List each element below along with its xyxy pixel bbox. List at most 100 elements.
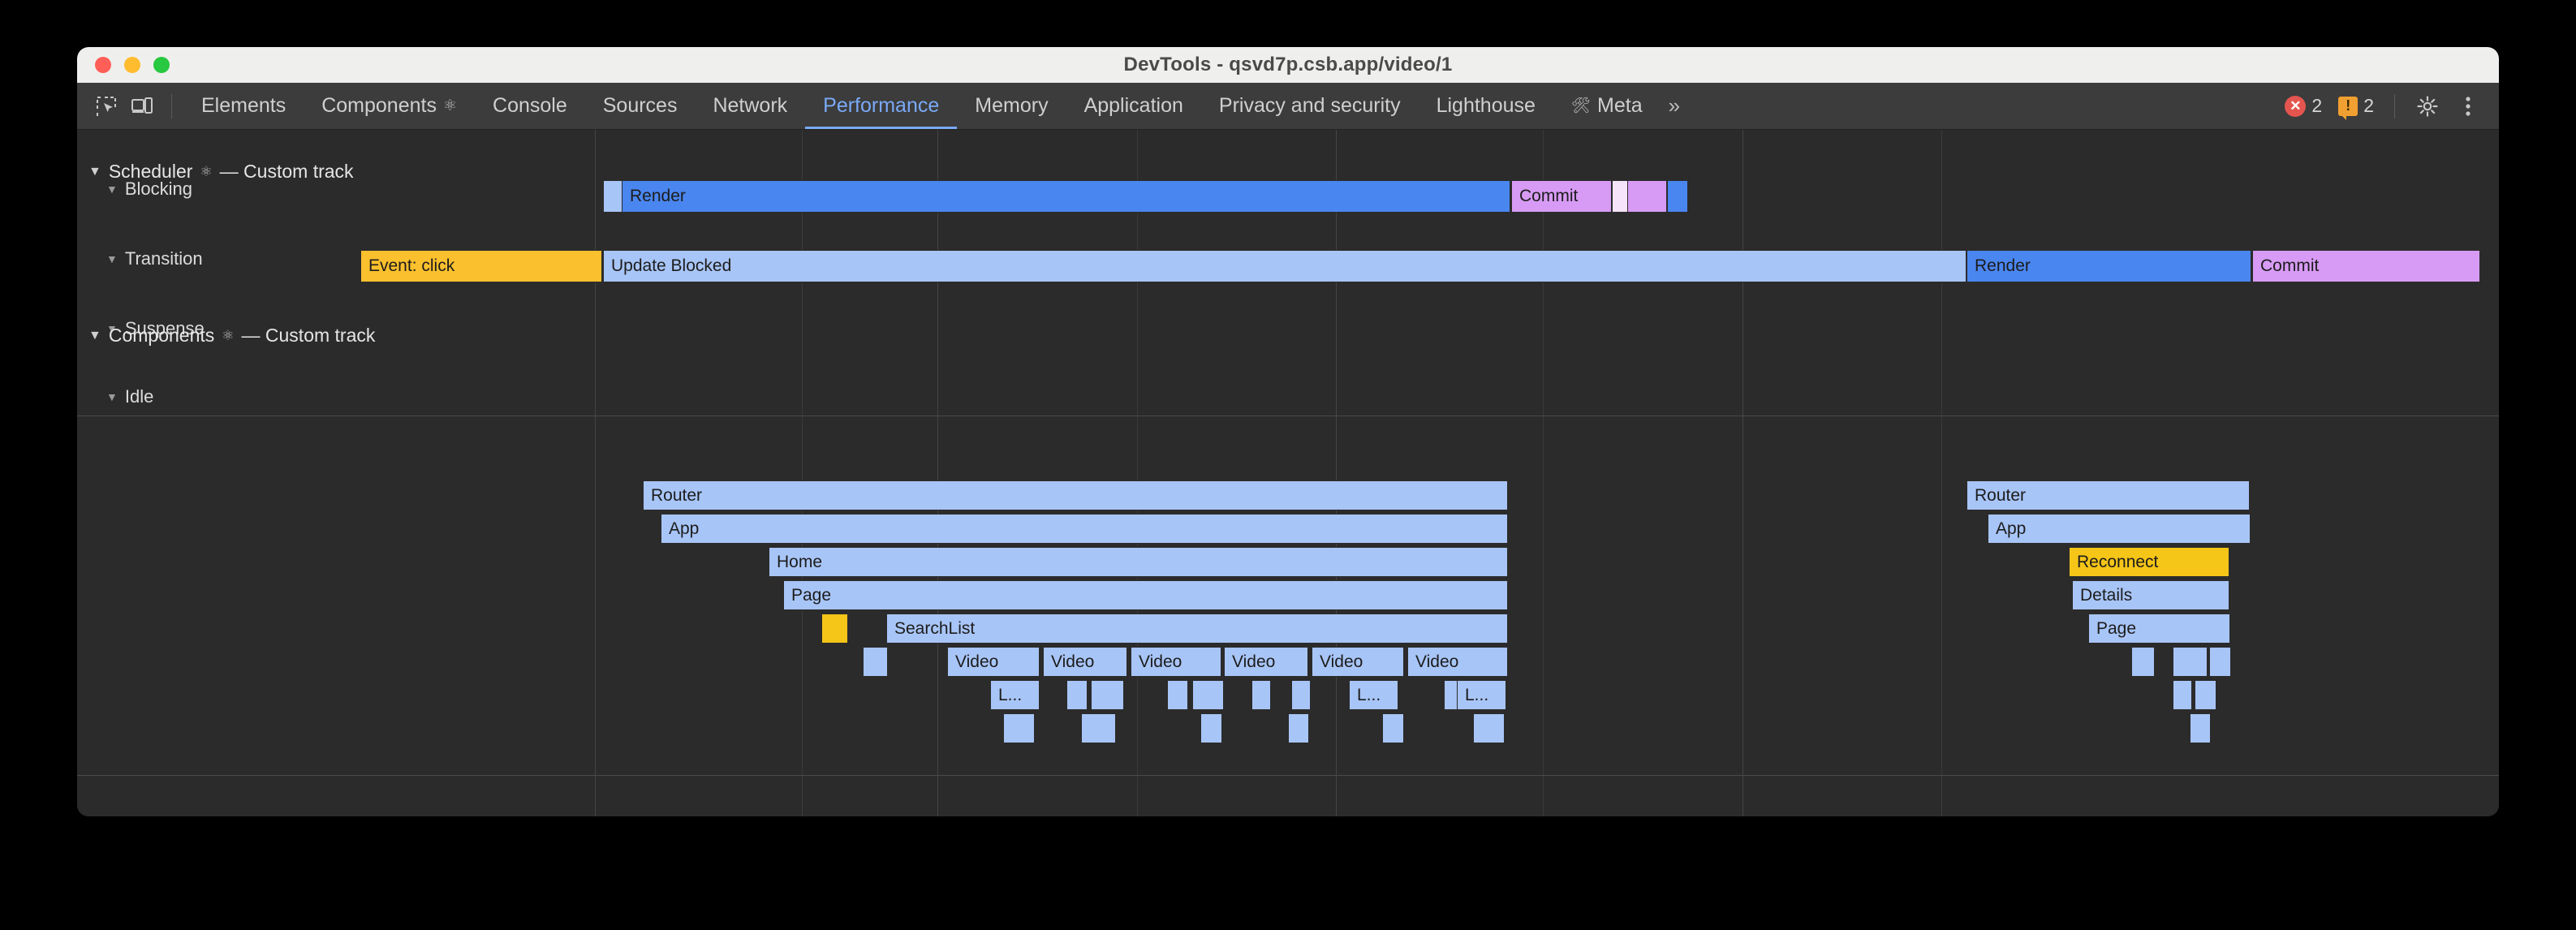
flame-bar-component[interactable]: Video xyxy=(1224,647,1308,677)
flame-bar-component[interactable] xyxy=(1192,680,1224,710)
flame-bar-component[interactable]: Video xyxy=(1043,647,1127,677)
flame-bar-component[interactable] xyxy=(1003,713,1035,743)
tab-label: Meta xyxy=(1597,94,1643,117)
flame-bar-component[interactable] xyxy=(821,614,848,644)
tab-components[interactable]: Components ⚛ xyxy=(304,83,475,129)
flame-bar-blocking[interactable]: Render xyxy=(622,180,1510,213)
group-subtitle: — Custom track xyxy=(219,161,354,182)
bar-label: Render xyxy=(630,187,686,205)
flame-bar-component[interactable]: Video xyxy=(947,647,1040,677)
tab-sources[interactable]: Sources xyxy=(585,83,696,129)
flame-bar-component[interactable]: App xyxy=(1988,514,2251,544)
flame-bar-component[interactable]: Details xyxy=(2072,580,2229,610)
flame-bar-component[interactable]: L... xyxy=(1349,680,1398,710)
flame-bar-component[interactable] xyxy=(1081,713,1116,743)
flame-bar-blocking[interactable]: Commit xyxy=(1511,180,1612,213)
tab-label: Application xyxy=(1083,94,1183,117)
flame-bar-component[interactable] xyxy=(2190,713,2211,743)
flame-bar-component[interactable] xyxy=(2195,680,2216,710)
tab-label: Memory xyxy=(975,94,1049,117)
track-label-transition[interactable]: ▼ Transition xyxy=(106,248,203,269)
flame-bar-blocking[interactable] xyxy=(1612,180,1628,213)
flame-bar-component[interactable] xyxy=(1473,713,1505,743)
warning-count-badge[interactable]: ! 2 xyxy=(2333,95,2380,120)
flame-bar-component[interactable] xyxy=(1251,680,1271,710)
track-label-blocking[interactable]: ▼ Blocking xyxy=(106,179,192,200)
flame-bar-blocking[interactable] xyxy=(1627,180,1667,213)
bar-label: App xyxy=(669,519,700,538)
flame-bar-component[interactable]: Router xyxy=(643,480,1508,510)
device-toolbar-icon[interactable] xyxy=(124,88,160,124)
flame-bar-component[interactable]: L... xyxy=(1457,680,1506,710)
tab-memory[interactable]: Memory xyxy=(957,83,1066,129)
react-atom-icon: ⚛ xyxy=(222,328,235,343)
gridline xyxy=(937,130,938,816)
tab-network[interactable]: Network xyxy=(695,83,805,129)
flame-bar-component[interactable]: Reconnect xyxy=(2069,547,2229,577)
toolbar-divider xyxy=(171,93,172,118)
tab-application[interactable]: Application xyxy=(1066,83,1201,129)
flame-bar-component[interactable] xyxy=(863,647,888,677)
flame-bar-component[interactable] xyxy=(1291,680,1311,710)
collapse-triangle-icon[interactable]: ▼ xyxy=(106,322,118,335)
bar-label: Page xyxy=(791,585,832,605)
minimize-button[interactable] xyxy=(124,57,140,73)
collapse-triangle-icon[interactable]: ▼ xyxy=(106,252,118,265)
flame-bar-component[interactable]: Page xyxy=(2088,614,2230,644)
flame-bar-component[interactable] xyxy=(1091,680,1124,710)
bar-label: L... xyxy=(998,685,1023,704)
collapse-triangle-icon[interactable]: ▼ xyxy=(88,328,101,342)
flame-bar-transition[interactable]: Commit xyxy=(2252,250,2480,282)
flame-bar-component[interactable] xyxy=(1382,713,1404,743)
flame-bar-component[interactable]: Home xyxy=(769,547,1508,577)
react-atom-icon: ⚛ xyxy=(200,164,213,179)
flame-bar-component[interactable]: Page xyxy=(783,580,1508,610)
more-tabs-icon[interactable]: » xyxy=(1668,93,1681,118)
inspect-element-icon[interactable] xyxy=(88,88,124,124)
track-label-text: Blocking xyxy=(124,179,193,199)
track-label-idle[interactable]: ▼ Idle xyxy=(106,386,153,407)
flame-bar-blocking[interactable] xyxy=(603,180,622,213)
flame-bar-component[interactable]: SearchList xyxy=(886,614,1508,644)
flame-bar-component[interactable] xyxy=(2173,647,2208,677)
flame-bar-component[interactable]: Video xyxy=(1312,647,1404,677)
flame-bar-component[interactable] xyxy=(2131,647,2155,677)
flame-bar-blocking[interactable] xyxy=(1667,180,1688,213)
group-header-scheduler[interactable]: ▼ Scheduler ⚛ — Custom track xyxy=(88,161,354,183)
track-label-suspense[interactable]: ▼ Suspense xyxy=(106,318,205,339)
bar-label: Update Blocked xyxy=(611,256,732,275)
flame-bar-component[interactable] xyxy=(1288,713,1309,743)
tab-console[interactable]: Console xyxy=(475,83,585,129)
error-count-badge[interactable]: ✕ 2 xyxy=(2279,95,2328,117)
gear-icon[interactable] xyxy=(2410,88,2445,124)
flame-bar-component[interactable]: App xyxy=(661,514,1508,544)
tab-label: Sources xyxy=(602,94,678,117)
flame-bar-transition[interactable]: Render xyxy=(1966,250,2251,282)
collapse-triangle-icon[interactable]: ▼ xyxy=(88,164,101,179)
tab-elements[interactable]: Elements xyxy=(183,83,304,129)
kebab-menu-icon[interactable] xyxy=(2450,88,2486,124)
flame-bar-component[interactable] xyxy=(1167,680,1188,710)
flame-bar-transition[interactable]: Event: click xyxy=(360,250,602,282)
tab-performance[interactable]: Performance xyxy=(805,83,958,129)
group-subtitle: — Custom track xyxy=(241,325,376,346)
close-button[interactable] xyxy=(95,57,111,73)
flame-bar-component[interactable]: Video xyxy=(1131,647,1221,677)
flame-bar-component[interactable]: Video xyxy=(1407,647,1508,677)
zoom-button[interactable] xyxy=(153,57,170,73)
flame-bar-component[interactable] xyxy=(1200,713,1222,743)
tab-meta[interactable]: 🛠 Meta xyxy=(1553,83,1661,129)
flame-bar-component[interactable] xyxy=(2209,647,2231,677)
flame-bar-component[interactable]: Router xyxy=(1966,480,2250,510)
collapse-triangle-icon[interactable]: ▼ xyxy=(106,390,118,403)
tab-lighthouse[interactable]: Lighthouse xyxy=(1419,83,1553,129)
flame-bar-component[interactable]: L... xyxy=(990,680,1040,710)
performance-timeline[interactable]: ▼ Scheduler ⚛ — Custom track ▼ Blocking … xyxy=(77,130,2499,816)
collapse-triangle-icon[interactable]: ▼ xyxy=(106,183,118,196)
tab-privacy-and-security[interactable]: Privacy and security xyxy=(1201,83,1419,129)
tab-label: Network xyxy=(713,94,788,117)
flame-bar-component[interactable] xyxy=(2173,680,2192,710)
group-header-components[interactable]: ▼ Components ⚛ — Custom track xyxy=(88,325,375,347)
flame-bar-component[interactable] xyxy=(1066,680,1088,710)
flame-bar-transition[interactable]: Update Blocked xyxy=(603,250,1966,282)
